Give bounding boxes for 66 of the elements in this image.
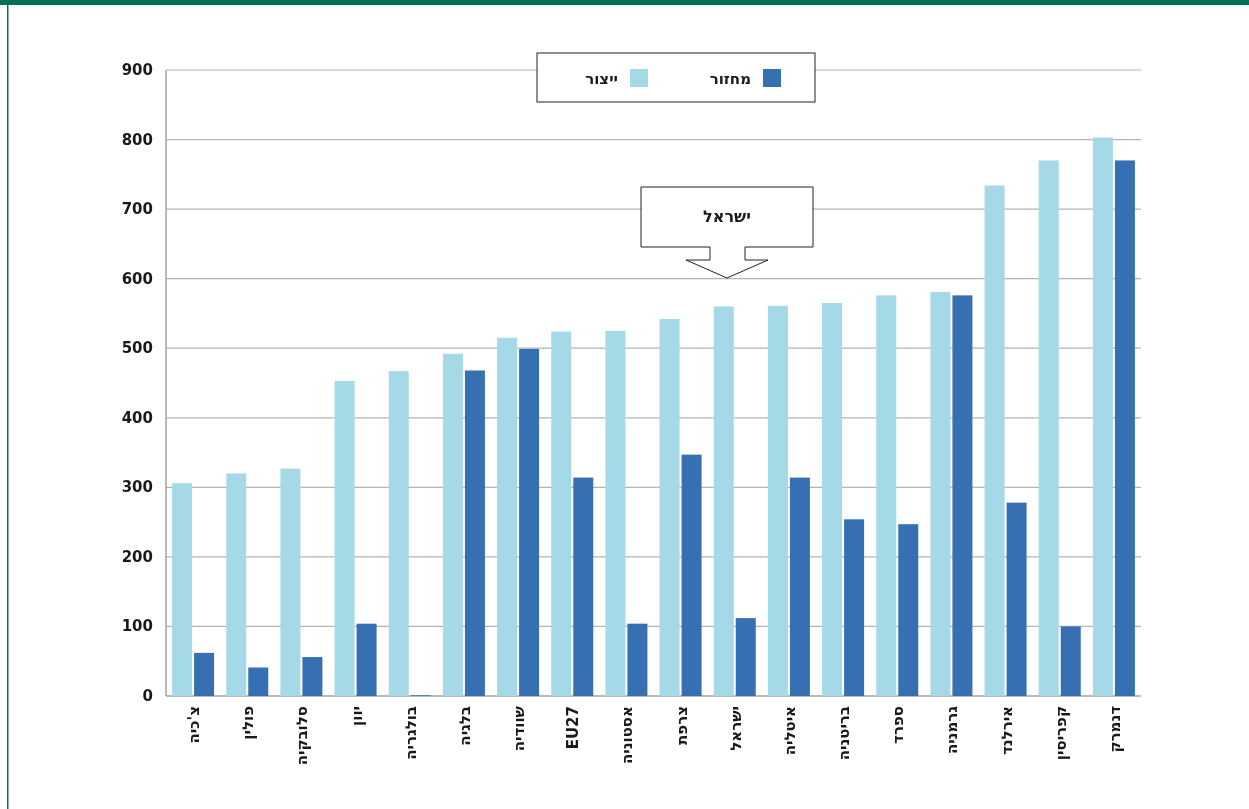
x-tick-label: בריטניה — [835, 706, 854, 761]
x-tick-label: בולגריה — [401, 706, 420, 760]
bar — [1092, 137, 1113, 696]
x-tick-label: קפריסין — [1051, 706, 1070, 761]
x-tick-label: שוודיה — [510, 705, 529, 752]
bar — [767, 305, 788, 696]
y-tick-label: 500 — [121, 339, 153, 358]
bar — [248, 667, 269, 696]
bar — [551, 331, 572, 696]
bar — [194, 652, 215, 696]
bar — [388, 371, 409, 696]
y-tick-label: 200 — [121, 547, 153, 566]
bar — [334, 380, 355, 696]
x-tick-label: אסטוניה — [618, 706, 637, 764]
bar — [356, 623, 377, 696]
bar — [226, 473, 247, 696]
annotation: ישראל — [703, 207, 751, 226]
bar — [876, 295, 897, 696]
y-tick-label: 700 — [121, 200, 153, 219]
bar — [844, 519, 865, 696]
y-tick-label: 900 — [121, 61, 153, 79]
y-tick-label: 100 — [121, 617, 153, 636]
bar — [442, 353, 463, 696]
bar — [713, 306, 734, 696]
bar — [952, 295, 973, 696]
legend-label: ייצור — [585, 70, 618, 88]
x-tick-label: יוון — [347, 706, 366, 726]
bar — [280, 468, 301, 696]
x-tick-label: אירלנד — [997, 706, 1016, 756]
legend-label: מחזור — [709, 70, 751, 88]
bar — [627, 623, 648, 696]
x-tick-label: ישראל — [726, 706, 745, 751]
y-tick-label: 0 — [142, 687, 153, 705]
bar — [1006, 502, 1027, 696]
bar — [519, 348, 540, 696]
y-tick-label: 600 — [121, 269, 153, 288]
bar — [822, 303, 843, 696]
x-tick-label: סלובקיה — [293, 706, 312, 766]
x-tick-label: פולין — [239, 705, 258, 740]
bar — [930, 291, 951, 696]
y-tick-label: 400 — [121, 408, 153, 427]
x-tick-label: צרפת — [672, 706, 691, 745]
x-tick-label: EU27 — [564, 706, 583, 750]
x-tick-label: איטליה — [780, 706, 799, 756]
bar — [573, 477, 594, 696]
bar — [605, 330, 626, 696]
bar — [659, 319, 680, 696]
bar — [497, 337, 518, 696]
bar — [898, 524, 919, 696]
x-tick-label: דנמרק — [1105, 705, 1124, 753]
bar — [1060, 626, 1081, 696]
bar — [735, 618, 756, 696]
x-tick-label: צ'כיה — [185, 706, 204, 744]
bar — [172, 483, 193, 696]
bar — [681, 454, 702, 696]
x-tick-label: בלגיה — [455, 706, 474, 746]
bar — [1114, 160, 1135, 696]
y-tick-label: 300 — [121, 478, 153, 497]
bar — [302, 657, 323, 696]
y-tick-label: 800 — [121, 130, 153, 149]
bar — [1038, 160, 1059, 696]
bar — [984, 185, 1005, 696]
x-tick-label: ספרד — [889, 706, 908, 744]
x-tick-label: גרמניה — [943, 705, 962, 755]
bar — [789, 477, 810, 696]
bar — [464, 370, 485, 696]
